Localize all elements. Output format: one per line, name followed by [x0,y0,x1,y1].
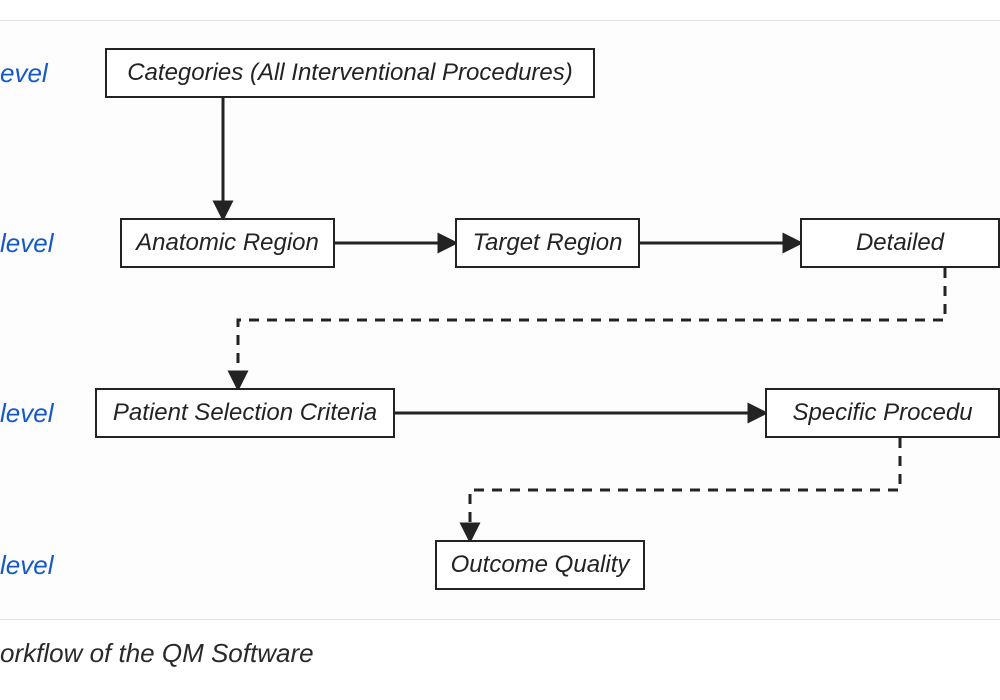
node-detailed: Detailed [800,218,1000,268]
node-patient: Patient Selection Criteria [95,388,395,438]
flowchart-canvas: orkflow of the QM Software evel level leve… [0,0,1000,700]
level-label-lvl4: level [0,550,53,581]
level-label-lvl2: level [0,228,53,259]
level-label-lvl1: evel [0,58,48,89]
node-anatomic: Anatomic Region [120,218,335,268]
node-target: Target Region [455,218,640,268]
level-label-lvl3: level [0,398,53,429]
node-categories: Categories (All Interventional Procedure… [105,48,595,98]
diagram-panel [0,20,1000,620]
caption: orkflow of the QM Software [0,638,314,669]
node-specific: Specific Procedu [765,388,1000,438]
node-outcome: Outcome Quality [435,540,645,590]
